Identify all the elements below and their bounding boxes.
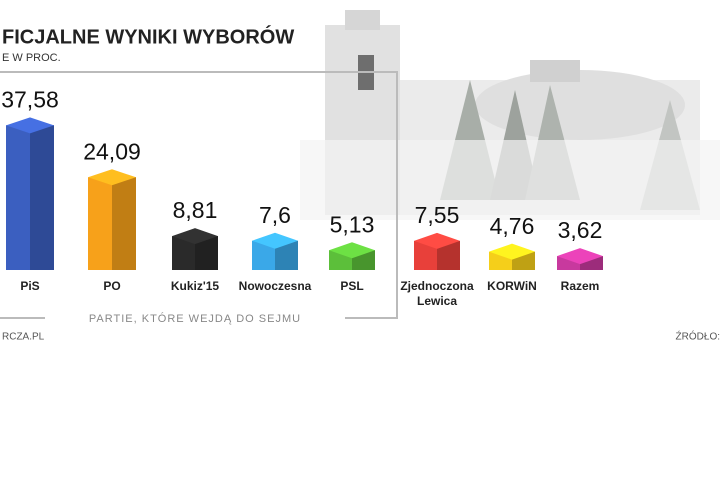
value-label: 3,62 bbox=[558, 217, 603, 243]
category-label: Nowoczesna bbox=[239, 279, 312, 293]
bar-cap bbox=[88, 169, 136, 186]
chart-title: FICJALNE WYNIKI WYBORÓW bbox=[2, 24, 294, 48]
value-label: 24,09 bbox=[83, 138, 141, 164]
chart-subtitle: E W PROC. bbox=[2, 52, 61, 64]
category-label: Zjednoczona Lewica bbox=[400, 279, 474, 308]
group-label: PARTIE, KTÓRE WEJDĄ DO SEJMU bbox=[89, 312, 301, 325]
category-label: KORWiN bbox=[487, 279, 537, 293]
value-label: 7,55 bbox=[415, 202, 460, 228]
source-left: RCZA.PL bbox=[2, 332, 45, 343]
category-label: PiS bbox=[20, 279, 39, 293]
bar-side bbox=[195, 236, 218, 270]
value-label: 7,6 bbox=[259, 202, 291, 228]
category-label: Razem bbox=[561, 279, 600, 293]
bar-side bbox=[30, 125, 54, 270]
value-label: 5,13 bbox=[330, 211, 375, 237]
bar-cap bbox=[6, 117, 54, 134]
value-label: 8,81 bbox=[173, 197, 218, 223]
category-label: PSL bbox=[340, 279, 363, 293]
value-label: 4,76 bbox=[490, 213, 535, 239]
source-right: ŹRÓDŁO: bbox=[676, 330, 720, 343]
bar-cap bbox=[252, 232, 298, 249]
bar-cap bbox=[557, 248, 603, 265]
value-label: 37,58 bbox=[1, 86, 59, 112]
background-building bbox=[300, 10, 720, 220]
category-label: Kukiz'15 bbox=[171, 279, 220, 293]
bar-cap bbox=[489, 243, 535, 260]
bar-side bbox=[275, 240, 298, 270]
bar-side bbox=[437, 240, 460, 270]
bar-cap bbox=[414, 232, 460, 249]
bar-cap bbox=[329, 242, 375, 259]
bar-cap bbox=[172, 228, 218, 245]
category-label: PO bbox=[103, 279, 120, 293]
bar-side bbox=[112, 177, 136, 270]
group-bracket bbox=[0, 71, 398, 319]
